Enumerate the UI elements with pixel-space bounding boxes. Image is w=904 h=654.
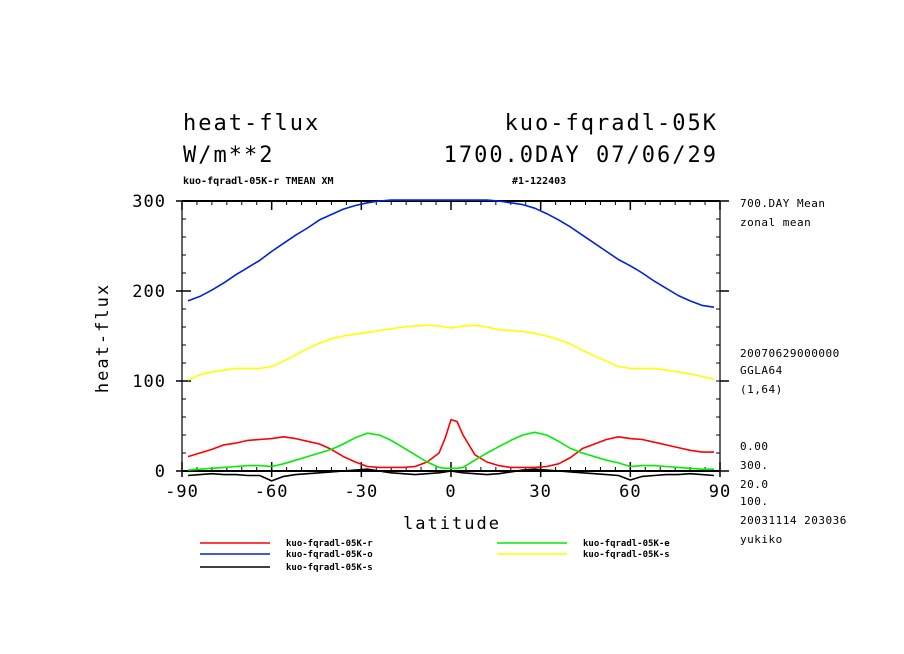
side-info-grid: GGLA64 xyxy=(740,364,783,377)
y-axis-ticks: 0 100 200 300 xyxy=(132,192,729,482)
side-info-value4: 100. xyxy=(740,495,769,508)
side-info-zonal: zonal mean xyxy=(740,216,811,229)
minor-ticks xyxy=(181,200,721,472)
units-label: W/m**2 xyxy=(183,143,274,168)
side-info-date: 20070629000000 xyxy=(740,347,840,360)
legend-label: kuo-fqradl-05K-r xyxy=(286,539,373,549)
time-label: 1700.0DAY 07/06/29 xyxy=(444,143,718,168)
legend-label: kuo-fqradl-05K-s xyxy=(583,550,670,560)
y-axis-label: heat-flux xyxy=(93,283,113,393)
x-tick-label: -60 xyxy=(255,482,289,502)
x-tick-label: -90 xyxy=(165,482,199,502)
legend-label: kuo-fqradl-05K-o xyxy=(286,550,373,560)
series-line-1 xyxy=(187,431,714,471)
plot-frame xyxy=(181,200,721,472)
x-axis-label: latitude xyxy=(403,514,501,534)
legend: kuo-fqradl-05K-r kuo-fqradl-05K-ekuo-fqra… xyxy=(200,539,670,573)
y-tick-label: 300 xyxy=(132,192,166,212)
x-tick-label: -30 xyxy=(344,482,378,502)
x-tick-label: 30 xyxy=(529,482,551,502)
experiment-name: kuo-fqradl-05K xyxy=(505,111,718,136)
x-tick-label: 60 xyxy=(619,482,641,502)
series-lines xyxy=(187,199,715,482)
y-tick-label: 0 xyxy=(155,462,166,482)
x-tick-label: 0 xyxy=(445,482,456,502)
series-line-2 xyxy=(187,199,715,308)
subtitle-left: kuo-fqradl-05K-r TMEAN XM xyxy=(183,176,334,187)
x-axis-ticks: -90 -60 -30 0 30 60 90 xyxy=(165,201,731,502)
side-info-user: yukiko xyxy=(740,533,783,546)
series-line-3 xyxy=(187,324,715,381)
side-info-timestamp: 20031114 203036 xyxy=(740,514,847,527)
x-tick-label: 90 xyxy=(709,482,731,502)
legend-label: kuo-fqradl-05K-e xyxy=(583,539,670,549)
side-info-index: (1,64) xyxy=(740,383,783,396)
series-line-4 xyxy=(187,468,715,482)
legend-label: kuo-fqradl-05K-s xyxy=(286,563,373,573)
side-info-mean: 700.DAY Mean xyxy=(740,197,825,210)
side-info-value2: 300. xyxy=(740,459,769,472)
side-info-value1: 0.00 xyxy=(740,440,769,453)
side-info-value3: 20.0 xyxy=(740,478,769,491)
y-tick-label: 200 xyxy=(132,282,166,302)
series-line-0 xyxy=(187,418,714,469)
chart-title: heat-flux xyxy=(183,111,320,136)
y-tick-label: 100 xyxy=(132,372,166,392)
subtitle-right: #1-122403 xyxy=(512,176,566,187)
